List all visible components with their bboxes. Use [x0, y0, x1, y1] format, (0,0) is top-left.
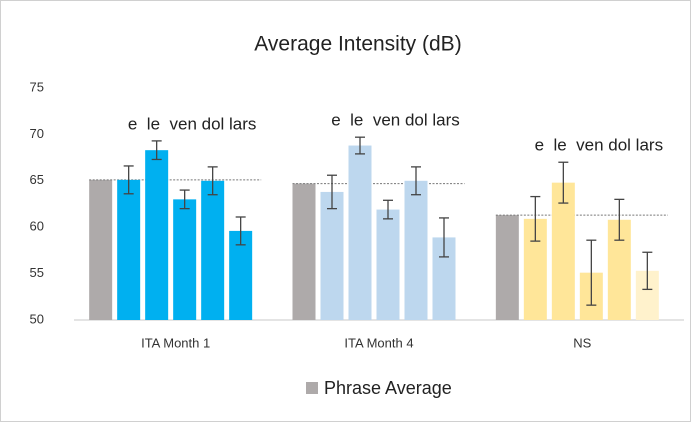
- bar: [376, 209, 400, 320]
- x-tick-label: ITA Month 4: [344, 335, 413, 350]
- y-tick-label: 70: [30, 126, 44, 141]
- bar: [551, 182, 575, 320]
- legend-label: Phrase Average: [324, 378, 452, 398]
- x-tick-label: NS: [573, 335, 591, 350]
- bar: [320, 191, 344, 320]
- bar: [348, 145, 372, 320]
- bar: [89, 179, 113, 320]
- bar: [404, 180, 428, 320]
- bar: [635, 270, 659, 320]
- x-tick-label: ITA Month 1: [141, 335, 210, 350]
- bar: [495, 215, 519, 320]
- bar: [432, 237, 456, 320]
- y-tick-label: 75: [30, 79, 44, 94]
- chart-title: Average Intensity (dB): [254, 33, 461, 56]
- annotation: e le ven dol lars: [331, 111, 460, 130]
- annotation: e le ven dol lars: [535, 136, 664, 155]
- legend-swatch: [306, 382, 318, 394]
- bar: [229, 230, 253, 320]
- bar: [523, 218, 547, 320]
- y-tick-label: 55: [30, 265, 44, 280]
- bar: [292, 183, 316, 320]
- y-tick-label: 65: [30, 172, 44, 187]
- annotation: e le ven dol lars: [128, 114, 257, 133]
- bar: [173, 199, 197, 320]
- bar: [117, 179, 141, 320]
- y-tick-label: 60: [30, 219, 44, 234]
- bar: [607, 219, 631, 320]
- bar: [201, 180, 225, 320]
- y-tick-label: 50: [30, 311, 44, 326]
- bar: [145, 150, 169, 320]
